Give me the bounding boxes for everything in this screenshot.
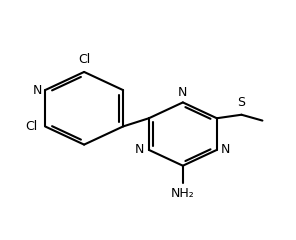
Text: N: N <box>178 86 188 99</box>
Text: NH₂: NH₂ <box>171 187 195 200</box>
Text: N: N <box>135 143 144 156</box>
Text: N: N <box>221 143 231 156</box>
Text: Cl: Cl <box>78 53 90 66</box>
Text: N: N <box>32 84 42 97</box>
Text: S: S <box>237 96 245 109</box>
Text: Cl: Cl <box>25 120 38 133</box>
